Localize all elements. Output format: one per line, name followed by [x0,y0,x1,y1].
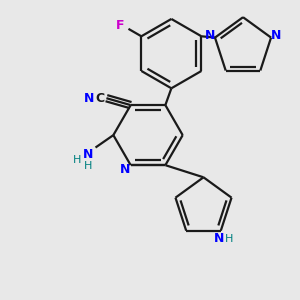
Text: C: C [95,92,104,105]
Text: N: N [214,232,224,245]
Text: N: N [271,29,281,42]
Text: H: H [83,161,92,171]
Text: H: H [73,155,81,165]
Text: N: N [205,29,215,42]
Text: N: N [82,148,93,161]
Text: N: N [83,92,94,105]
Text: H: H [225,234,233,244]
Text: N: N [119,163,130,176]
Text: F: F [116,20,125,32]
